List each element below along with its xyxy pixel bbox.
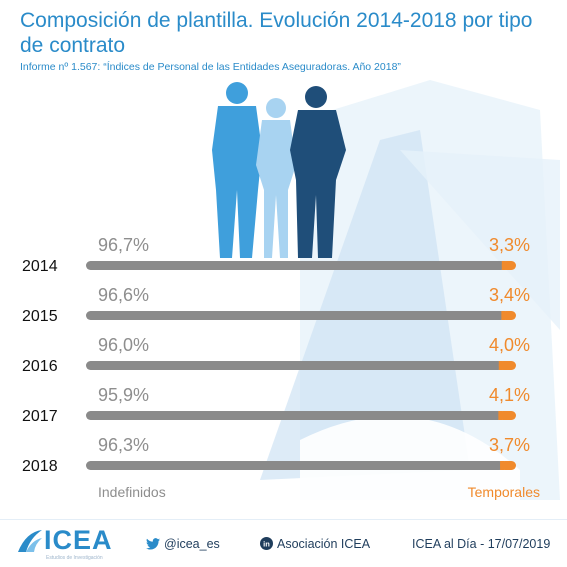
man-figure-light [212, 82, 262, 258]
value-label-temporales-2014: 3,3% [489, 235, 530, 255]
bar-temporales-join-2017 [498, 411, 503, 420]
bar-temporales-join-2015 [501, 311, 506, 320]
legend-indefinidos: Indefinidos [98, 484, 166, 500]
value-label-temporales-2016: 4,0% [489, 335, 530, 355]
year-label-2018: 2018 [22, 458, 58, 475]
bar-indefinidos-2017 [86, 411, 503, 420]
twitter-bird-icon [146, 538, 160, 550]
bar-indefinidos-2014 [86, 261, 506, 270]
linkedin-name: Asociación ICEA [277, 537, 371, 551]
linkedin-link[interactable]: in Asociación ICEA [260, 537, 370, 551]
man-figure-dark [290, 86, 346, 258]
twitter-handle: @icea_es [164, 537, 220, 551]
icea-logo: ICEA Estudios de Investigación [16, 524, 126, 564]
footer-divider [0, 519, 567, 520]
year-label-2016: 2016 [22, 358, 58, 375]
icea-wave-icon [18, 530, 42, 552]
year-label-2014: 2014 [22, 258, 58, 275]
bar-indefinidos-2015 [86, 311, 506, 320]
value-label-indefinidos-2015: 96,6% [98, 285, 149, 305]
svg-text:in: in [263, 540, 270, 549]
bar-indefinidos-2018 [86, 461, 505, 470]
value-label-temporales-2018: 3,7% [489, 435, 530, 455]
bar-temporales-join-2018 [500, 461, 505, 470]
logo-text: ICEA [44, 525, 113, 555]
bar-indefinidos-2016 [86, 361, 503, 370]
value-label-temporales-2015: 3,4% [489, 285, 530, 305]
value-label-indefinidos-2017: 95,9% [98, 385, 149, 405]
year-label-2015: 2015 [22, 308, 58, 325]
twitter-link[interactable]: @icea_es [146, 537, 220, 551]
bar-temporales-2017 [498, 411, 516, 420]
chart-subtitle: Informe nº 1.567: “Índices de Personal d… [20, 61, 401, 73]
value-label-indefinidos-2018: 96,3% [98, 435, 149, 455]
value-label-indefinidos-2014: 96,7% [98, 235, 149, 255]
chart-title: Composición de plantilla. Evolución 2014… [20, 9, 533, 57]
woman-figure [256, 98, 296, 258]
legend-temporales: Temporales [468, 484, 540, 500]
bar-temporales-join-2016 [498, 361, 503, 370]
bar-temporales-join-2014 [501, 261, 506, 270]
value-label-indefinidos-2016: 96,0% [98, 335, 149, 355]
year-label-2017: 2017 [22, 408, 58, 425]
footer-date: ICEA al Día - 17/07/2019 [412, 537, 551, 551]
bar-temporales-2016 [498, 361, 516, 370]
logo-tagline: Estudios de Investigación [46, 555, 103, 561]
linkedin-icon: in [260, 537, 273, 550]
value-label-temporales-2017: 4,1% [489, 385, 530, 405]
